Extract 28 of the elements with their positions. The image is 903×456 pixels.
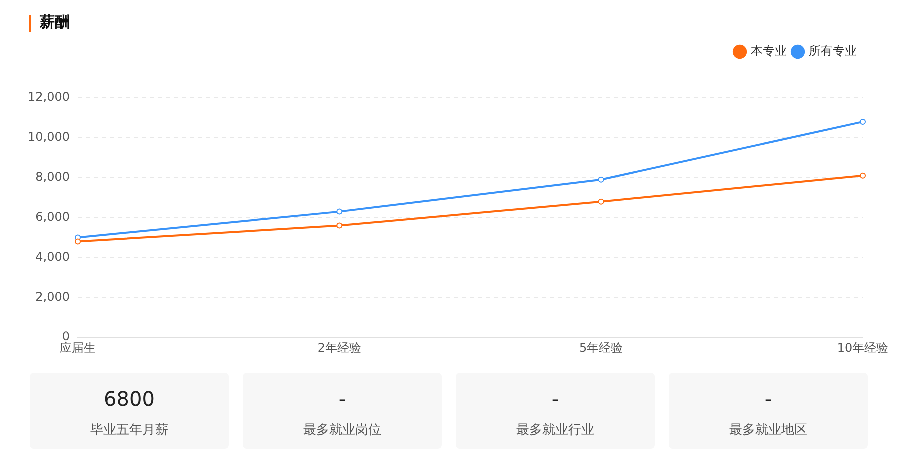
text: - — [550, 387, 560, 413]
point — [336, 222, 343, 229]
point — [74, 238, 81, 245]
text: - — [338, 387, 348, 413]
text: - — [764, 387, 774, 413]
point — [336, 208, 343, 215]
x-tick-label: 5年经验 — [580, 340, 624, 355]
point — [860, 118, 866, 125]
point — [598, 198, 604, 205]
y-tick-label: 12,000 — [28, 90, 70, 104]
y-tick-label: 10,000 — [28, 130, 70, 144]
text: 最多就业地区 — [728, 422, 808, 439]
y-tick-label: 8,000 — [36, 170, 70, 184]
y-tick-label: 6,000 — [36, 210, 70, 224]
text: 6800 — [103, 387, 156, 413]
x-tick-label: 2年经验 — [318, 340, 362, 355]
y-tick-label: 2,000 — [36, 290, 70, 304]
chart-title: 薪酬 — [40, 13, 70, 32]
x-tick-label: 10年经验 — [837, 340, 889, 355]
x-tick-label: 应届生 — [60, 340, 96, 355]
legend-label: 本专业 — [751, 44, 787, 58]
y-tick-label: 4,000 — [36, 250, 70, 264]
legend-label: 所有专业 — [809, 44, 857, 58]
point — [598, 176, 604, 183]
text: 毕业五年月薪 — [90, 422, 170, 439]
text: 最多就业行业 — [516, 422, 596, 439]
text: 最多就业岗位 — [302, 422, 382, 439]
point — [860, 172, 866, 179]
